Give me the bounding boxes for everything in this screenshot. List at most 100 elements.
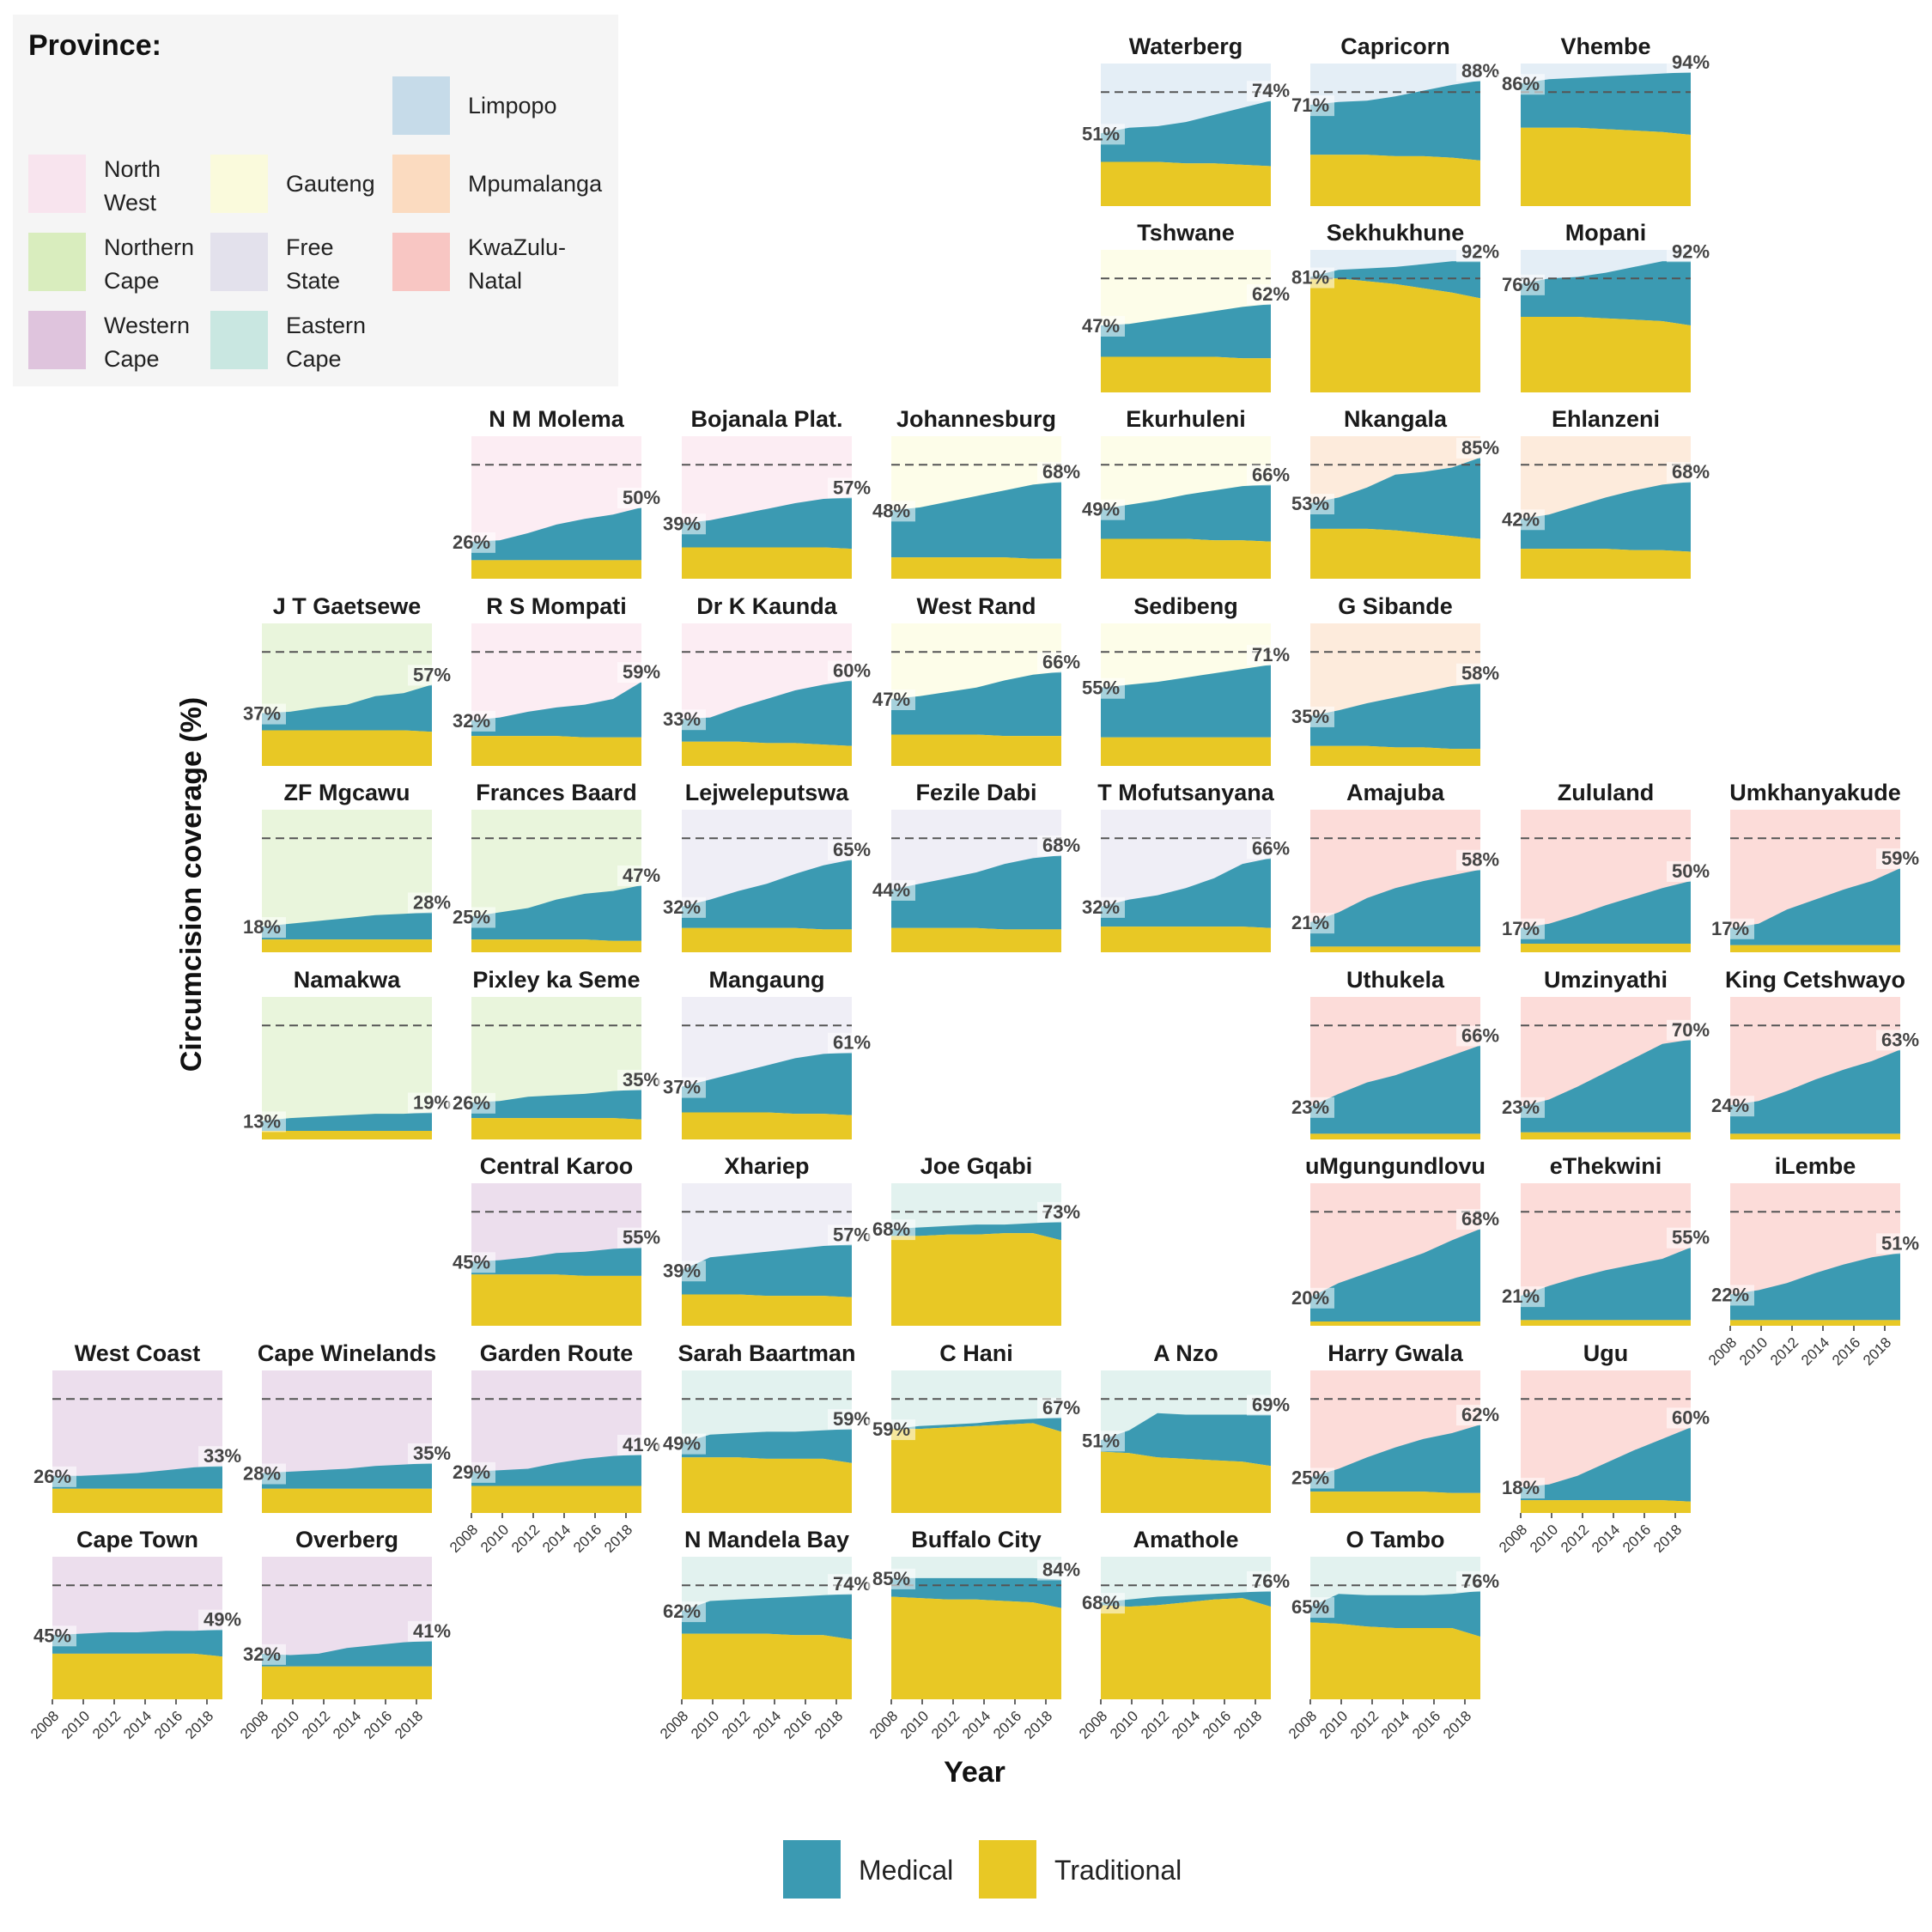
end-value-label: 84% xyxy=(1042,1559,1080,1581)
end-label-background xyxy=(1456,663,1504,684)
medical-area xyxy=(471,1247,641,1276)
panel-bojanala-plat: Bojanala Plat. 39% 57% xyxy=(658,406,876,579)
start-label-background xyxy=(1286,706,1334,727)
panel-title: Waterberg xyxy=(1129,33,1243,59)
traditional-area xyxy=(1310,1321,1480,1326)
traditional-area xyxy=(471,736,641,766)
medical-area xyxy=(1310,869,1480,947)
panel-title: Ehlanzeni xyxy=(1552,406,1660,432)
panel-a-nzo: A Nzo 51% 69% xyxy=(1077,1340,1295,1513)
end-value-label: 33% xyxy=(204,1445,241,1467)
fill-legend: Medical Traditional xyxy=(783,1840,1182,1899)
province-legend-entry-kwazulu-natal: KwaZulu- Natal xyxy=(392,233,566,294)
panel-title: eThekwini xyxy=(1550,1153,1662,1179)
end-value-label: 65% xyxy=(833,839,871,860)
panel-title: T Mofutsanyana xyxy=(1097,780,1275,805)
panel-title: Sedibeng xyxy=(1133,593,1238,619)
end-value-label: 94% xyxy=(1672,52,1710,73)
traditional-area xyxy=(52,1488,222,1513)
start-label-background xyxy=(1077,896,1125,918)
panel-title: Overberg xyxy=(295,1527,398,1552)
end-label-background xyxy=(1247,645,1295,666)
panel-west-coast: West Coast 26% 33% xyxy=(28,1340,246,1513)
medical-area xyxy=(891,1221,1061,1241)
end-value-label: 62% xyxy=(1461,1404,1499,1425)
end-label-background xyxy=(1667,52,1715,73)
panel-west-rand: West Rand 47% 66% xyxy=(867,593,1085,766)
start-value-label: 47% xyxy=(872,689,910,710)
end-value-label: 47% xyxy=(623,865,660,886)
end-label-background xyxy=(1667,1407,1715,1429)
panel-g-sibande: G Sibande 35% 58% xyxy=(1286,593,1504,766)
traditional-area xyxy=(682,741,852,766)
end-value-label: 67% xyxy=(1042,1397,1080,1419)
panel-title: N M Molema xyxy=(489,406,625,432)
province-legend-label: Mpumalanga xyxy=(468,171,603,197)
start-value-label: 26% xyxy=(33,1466,71,1487)
end-label-background xyxy=(1667,1227,1715,1249)
panel-title: J T Gaetsewe xyxy=(273,593,422,619)
start-label-background xyxy=(1077,677,1125,699)
end-value-label: 41% xyxy=(413,1620,451,1642)
fill-legend-entry-medical: Medical xyxy=(783,1840,953,1899)
panel-cape-winelands: Cape Winelands 28% 35% xyxy=(238,1340,456,1513)
panel-ethekwini: eThekwini 21% 55% xyxy=(1497,1153,1715,1326)
end-value-label: 88% xyxy=(1461,60,1499,82)
end-label-background xyxy=(828,477,876,499)
medical-area xyxy=(1730,868,1900,945)
province-legend-entry-western-cape: Western Cape xyxy=(28,311,190,372)
start-label-background xyxy=(1497,74,1545,95)
end-label-background xyxy=(1456,1209,1504,1230)
province-legend-label: KwaZulu- xyxy=(468,234,566,260)
end-value-label: 19% xyxy=(413,1091,451,1113)
end-value-label: 68% xyxy=(1672,461,1710,483)
panel-title: Uthukela xyxy=(1346,967,1445,993)
start-label-background xyxy=(1497,1286,1545,1308)
panel-c-hani: C Hani 59% 67% xyxy=(867,1340,1085,1513)
start-label-background xyxy=(1706,918,1754,939)
traditional-area xyxy=(1310,1133,1480,1139)
start-label-background xyxy=(1286,1287,1334,1309)
fill-legend-swatch xyxy=(979,1840,1036,1899)
start-label-background xyxy=(867,689,915,710)
province-legend-label: Cape xyxy=(104,268,160,294)
medical-area xyxy=(1521,881,1691,944)
traditional-area xyxy=(262,1488,432,1513)
end-label-background xyxy=(1456,1025,1504,1047)
start-label-background xyxy=(1286,1597,1334,1619)
panel-sekhukhune: Sekhukhune 81% 92% xyxy=(1286,220,1504,392)
start-value-label: 20% xyxy=(1291,1287,1329,1309)
start-value-label: 44% xyxy=(872,879,910,901)
end-value-label: 66% xyxy=(1042,651,1080,672)
province-legend-swatch xyxy=(210,155,268,213)
facet-panels: Waterberg 51% 74% Capricorn 71% 88% Vhembe 86% 9… xyxy=(27,33,1924,1742)
traditional-area xyxy=(1730,1133,1900,1139)
start-value-label: 45% xyxy=(453,1251,490,1273)
start-value-label: 65% xyxy=(1291,1596,1329,1618)
end-label-background xyxy=(198,1609,246,1631)
traditional-area xyxy=(1101,1598,1271,1699)
medical-area xyxy=(891,482,1061,559)
panel-title: Umzinyathi xyxy=(1544,967,1668,993)
province-legend: Province: Limpopo North West Gauteng Mpumala… xyxy=(13,15,618,386)
traditional-area xyxy=(682,1457,852,1513)
traditional-area xyxy=(1101,161,1271,206)
traditional-area xyxy=(1521,127,1691,206)
medical-area xyxy=(682,680,852,746)
start-value-label: 59% xyxy=(872,1419,910,1440)
start-label-background xyxy=(867,879,915,901)
start-value-label: 23% xyxy=(1502,1097,1540,1118)
end-label-background xyxy=(1667,861,1715,882)
start-value-label: 39% xyxy=(663,1260,701,1281)
province-legend-background xyxy=(13,15,618,386)
traditional-area xyxy=(1521,944,1691,952)
province-legend-entry-mpumalanga: Mpumalanga xyxy=(392,155,603,213)
panel-title: Bojanala Plat. xyxy=(690,406,842,432)
panel-lejweleputswa: Lejweleputswa 32% 65% xyxy=(658,780,876,952)
panel-king-cetshwayo: King Cetshwayo 24% 63% xyxy=(1706,967,1924,1139)
panel-waterberg: Waterberg 51% 74% xyxy=(1077,33,1295,206)
traditional-area xyxy=(1101,737,1271,766)
panel-title: A Nzo xyxy=(1153,1340,1218,1366)
